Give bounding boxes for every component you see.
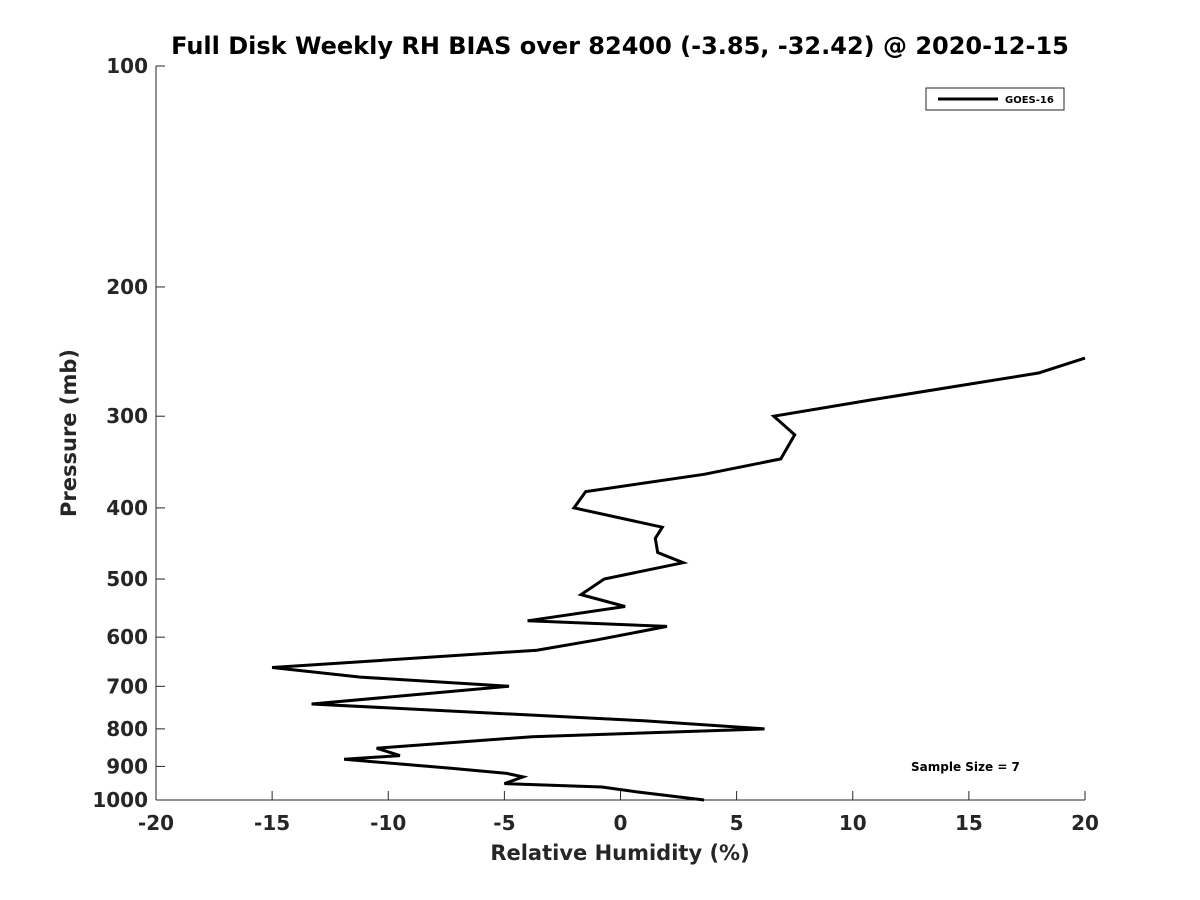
x-axis-label: Relative Humidity (%) — [490, 841, 749, 865]
y-tick-label: 200 — [106, 275, 148, 299]
y-tick-label: 600 — [106, 625, 148, 649]
series-line-goes-16 — [271, 356, 1086, 802]
y-tick-label: 100 — [106, 54, 148, 78]
y-tick-label: 400 — [106, 496, 148, 520]
x-tick-label: -10 — [370, 811, 406, 835]
x-ticks: -20 -15 -10 -5 0 5 10 15 20 — [138, 791, 1099, 835]
series-layer — [271, 356, 1086, 802]
chart-title: Full Disk Weekly RH BIAS over 82400 (-3.… — [171, 32, 1069, 60]
y-axis-label: Pressure (mb) — [57, 349, 81, 517]
legend: GOES-16 — [925, 87, 1065, 111]
x-tick-label: -15 — [254, 811, 290, 835]
sample-size-annotation: Sample Size = 7 — [911, 760, 1020, 774]
y-tick-label: 700 — [106, 674, 148, 698]
x-tick-label: -5 — [493, 811, 515, 835]
x-tick-label: 0 — [614, 811, 628, 835]
x-tick-label: 10 — [839, 811, 867, 835]
y-tick-label: 900 — [106, 754, 148, 778]
y-tick-label: 1000 — [92, 788, 148, 812]
legend-label-goes-16: GOES-16 — [1005, 95, 1054, 106]
x-tick-label: 20 — [1071, 811, 1099, 835]
x-tick-label: 15 — [955, 811, 983, 835]
y-tick-label: 300 — [106, 404, 148, 428]
x-tick-label: -20 — [138, 811, 174, 835]
x-tick-label: 5 — [730, 811, 744, 835]
y-tick-label: 800 — [106, 717, 148, 741]
y-ticks: 100 200 300 400 500 600 700 800 900 1000 — [92, 54, 165, 812]
y-tick-label: 500 — [106, 567, 148, 591]
